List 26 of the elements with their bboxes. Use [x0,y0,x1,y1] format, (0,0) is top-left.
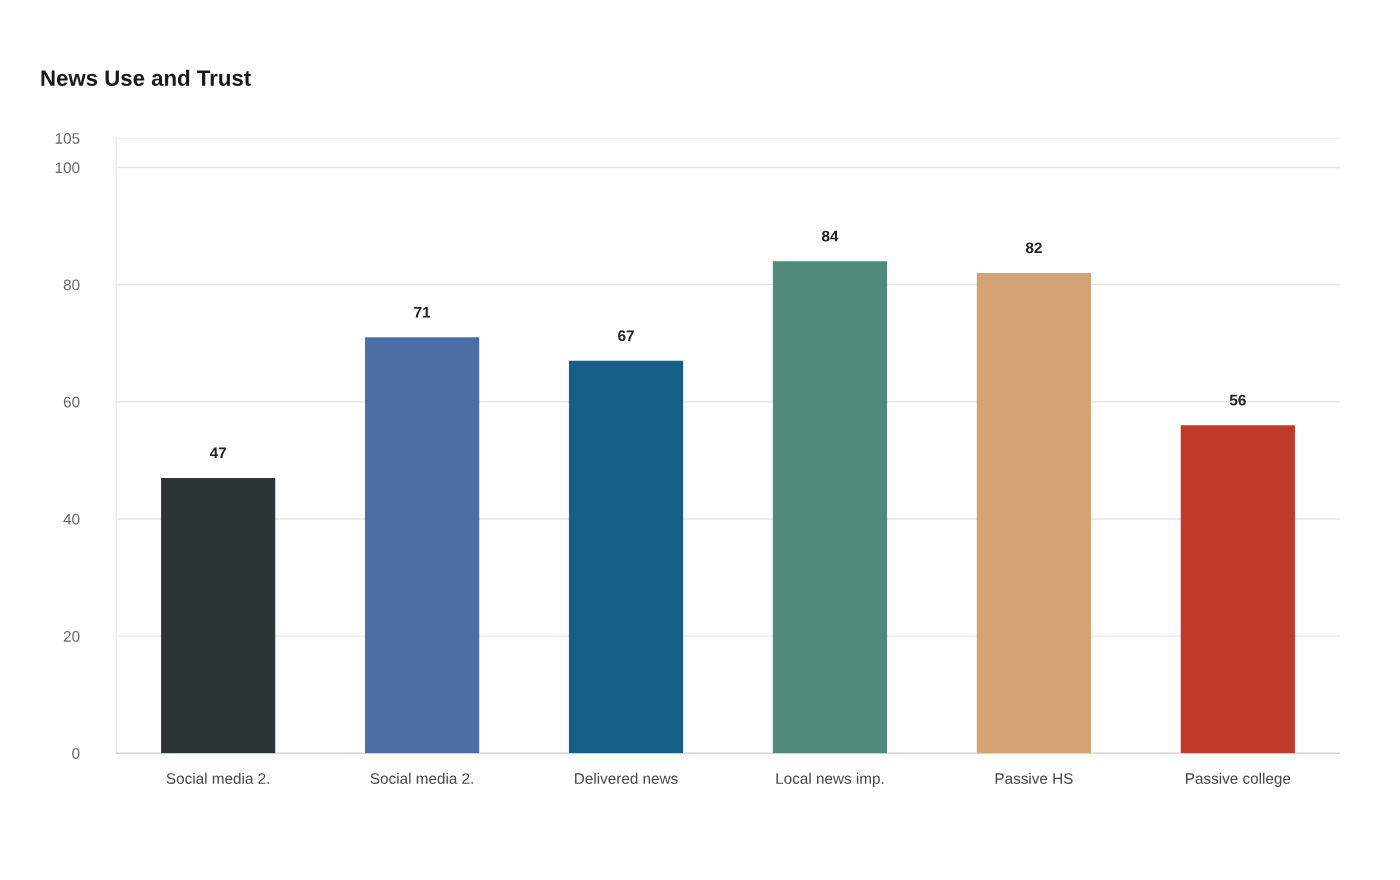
data-label: 71 [414,306,431,318]
bar [1180,425,1295,754]
y-tick-label: 80 [63,279,80,291]
data-label: 47 [209,447,226,459]
x-tick-label: Passive HS [995,772,1073,784]
y-tick-label: 60 [63,396,80,408]
x-tick-label: Social media 2. [370,772,473,784]
x-tick-label: Social media 2. [166,772,269,784]
bar [976,272,1091,754]
data-label: 82 [1025,242,1042,254]
y-tick-label: 100 [55,162,80,174]
bar [568,360,684,754]
bar [161,477,276,754]
y-tick-label: 20 [63,630,80,642]
y-tick-label: 105 [55,133,80,144]
x-tick-label: Delivered news [575,772,678,784]
chart-title: News Use and Trust [41,69,251,86]
y-tick-label: 40 [63,513,80,525]
x-tick-label: Local news imp. [776,772,884,787]
x-tick-label: Passive college [1186,772,1291,787]
data-label: 56 [1229,394,1246,406]
y-tick-label: 0 [72,748,80,759]
data-label: 67 [618,330,634,342]
bar [365,337,480,754]
data-label: 84 [821,230,839,242]
bar [772,261,888,754]
